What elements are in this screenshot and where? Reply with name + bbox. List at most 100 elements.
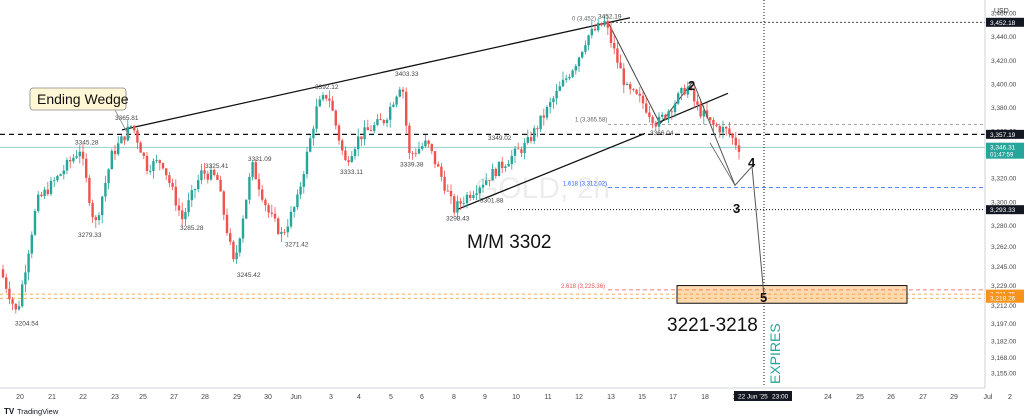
candle-body [645, 103, 648, 113]
pivot-label: 3204.54 [15, 320, 39, 327]
candle-body [267, 205, 270, 213]
candle-body [529, 137, 533, 142]
candle-body [504, 166, 507, 168]
candle-body [1, 269, 5, 278]
price-tick-label: 3,155.00 [991, 370, 1017, 377]
symbol-watermark: GOLD, 2h [475, 172, 610, 205]
pivot-label: 3339.38 [400, 161, 424, 168]
candle-body [392, 104, 395, 107]
candle-body [363, 127, 366, 140]
candle-body [309, 138, 312, 152]
wave-projection [692, 81, 765, 297]
candle-body [40, 194, 43, 197]
candle-body [622, 68, 625, 86]
candle-body [277, 218, 280, 234]
price-tag-label: 3,452.18 [990, 20, 1016, 27]
candle-body [494, 168, 497, 177]
candle-body [344, 150, 347, 161]
candle-body [142, 152, 145, 156]
time-tick-label: 22 [79, 394, 87, 401]
time-tick-label: 21 [48, 394, 56, 401]
candle-body [296, 194, 299, 208]
pivot-label: 3365.81 [115, 115, 139, 122]
pivot-label: 3301.88 [480, 198, 504, 205]
candle-body [49, 180, 53, 195]
candle-body [705, 110, 709, 118]
candle-body [158, 160, 161, 164]
wedge-upper-line [121, 17, 631, 131]
trendlines [121, 17, 729, 211]
candle-body [30, 234, 33, 254]
candle-body [587, 35, 590, 46]
candle-body [123, 136, 126, 141]
candle-body [606, 20, 609, 28]
candle-body [27, 253, 30, 273]
wave-1-line [607, 22, 661, 125]
candle-body [507, 164, 510, 167]
candle-body [715, 124, 718, 127]
candle-body [270, 212, 273, 214]
candle-body [302, 174, 305, 187]
candle-body [485, 180, 488, 185]
candle-body [728, 128, 731, 135]
time-tick-label: 6 [420, 394, 424, 401]
candle-body [283, 231, 286, 233]
candle-body [101, 196, 104, 216]
pivot-label: 3366.04 [650, 130, 674, 137]
candle-body [721, 127, 725, 133]
price-tag-label: 3,346.31 [990, 145, 1016, 152]
candle-body [389, 106, 392, 120]
candle-body [545, 106, 549, 118]
pivot-labels: 3204.54 3279.33 3345.28 3365.81 3285.28 3325.… [15, 13, 674, 327]
time-tick-label: 25 [139, 394, 147, 401]
candle-body [613, 42, 616, 49]
candle-body [459, 201, 462, 204]
candle-body [107, 169, 110, 183]
candle-body [497, 161, 501, 177]
time-tick-label: 17 [669, 394, 677, 401]
candle-body [171, 182, 174, 187]
candle-body [510, 155, 513, 165]
price-tick-label: 3,245.00 [991, 264, 1017, 271]
candle-body [177, 205, 181, 211]
price-tick-label: 3,300.00 [991, 199, 1017, 206]
tradingview-logo[interactable]: TV TradingView [4, 407, 59, 416]
candle-body [81, 151, 85, 159]
candle-body [603, 20, 606, 26]
price-tick-label: 3,440.00 [991, 34, 1017, 41]
time-tick-label: 8 [452, 394, 456, 401]
candle-body [667, 111, 670, 119]
candle-body [206, 173, 209, 180]
date-tag-label: 22 Jun '25 [738, 394, 768, 401]
price-tag-label: 3,293.33 [990, 207, 1016, 214]
candle-body [398, 89, 401, 97]
candle-body [305, 151, 309, 175]
pivot-label: 3452.19 [598, 13, 622, 20]
candle-body [229, 233, 232, 242]
candle-body [33, 211, 37, 235]
candle-body [321, 95, 325, 100]
candle-body [552, 98, 555, 103]
wave-label-5: 5 [760, 290, 767, 305]
time-tick-label: 28 [201, 394, 209, 401]
candle-body [376, 119, 379, 126]
pivot-label: 3245.42 [237, 272, 261, 279]
tradingview-brand: TradingView [17, 407, 59, 416]
candle-body [232, 241, 235, 260]
candle-body [203, 170, 206, 174]
price-tag-bg [986, 293, 1024, 303]
time-tick-label: 2 [1008, 394, 1012, 401]
candle-body [513, 148, 517, 156]
candle-body [245, 199, 248, 219]
candle-body [641, 95, 645, 104]
candle-body [187, 200, 190, 213]
candle-body [360, 136, 363, 140]
candle-body [654, 123, 657, 127]
candle-body [286, 226, 289, 233]
time-tick-label: Jun [290, 394, 301, 401]
candle-body [433, 151, 437, 165]
candle-body [501, 161, 504, 168]
time-tag-label: 23:00 [772, 394, 789, 401]
candle-body [136, 130, 139, 143]
pivot-label: 3403.33 [395, 71, 419, 78]
